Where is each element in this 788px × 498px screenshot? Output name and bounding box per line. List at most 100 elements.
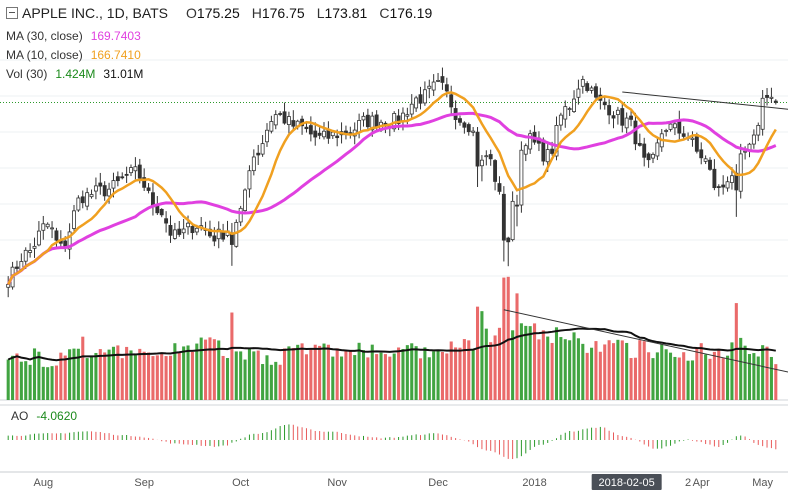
collapse-icon[interactable] [6,7,18,19]
candle-body [633,120,638,145]
volume-bar [28,364,32,400]
candle-body [497,183,502,192]
volume-bar [677,357,681,400]
candle [580,75,585,94]
candle-body [602,101,607,106]
candle-body [36,230,41,246]
candle-body [194,227,199,233]
candle [115,171,120,187]
volume-bar [383,354,387,400]
candle [326,121,331,144]
volume-bar [278,364,282,400]
volume-bar [708,358,712,400]
candle [164,211,169,233]
volume-bar [761,345,765,400]
candle-body [620,108,625,126]
candle-body [690,137,695,140]
volume-bar [506,276,510,400]
candle-body [462,122,467,128]
volume-bar [392,353,396,400]
volume-bar [655,352,659,400]
volume-bar [467,340,471,400]
candle [41,215,46,240]
volume-bar [344,350,348,400]
candle-body [186,222,190,228]
volume-pane [6,276,788,400]
candle [36,221,41,247]
candle-body [50,227,54,230]
candle-body [41,223,46,231]
candle [664,128,669,137]
volume-bar [221,355,225,400]
candle-body [45,223,50,228]
volume-bar [11,355,15,400]
candle [558,112,563,131]
candle-body [418,94,423,104]
candle [563,100,568,128]
candle [414,95,419,112]
candle [567,106,572,117]
candle [769,87,774,104]
candle-body [76,197,81,211]
candle [703,155,708,165]
ma10-legend: MA (10, close) 166.7410 [6,45,432,64]
candle-body [743,150,748,153]
x-tick-label: Nov [327,477,347,489]
candle-body [422,89,427,104]
volume-ma-line [7,327,776,362]
candle [427,79,432,99]
volume-bar [313,344,317,400]
candle-body [545,149,550,163]
candle-body [668,123,673,130]
volume-bar [585,352,589,400]
candle-body [365,114,370,128]
candle-body [510,200,515,241]
volume-bar [405,345,409,400]
volume-bar [147,352,151,400]
volume-bar [449,341,453,400]
candle [282,102,287,125]
volume-bar [550,342,554,400]
volume-bar [335,348,339,400]
ao-legend: AO -4.0620 [11,409,77,423]
candle-body [247,170,252,190]
volume-bar [668,352,673,400]
volume-bar [107,349,111,400]
volume-bar [489,342,493,400]
candle [515,194,519,227]
volume-bar [252,351,256,400]
time-axis: Aug Sep Oct Nov Dec 2018 2018-02-05 2 Apr May [33,474,774,490]
x-tick-label: 2018-02-05 [599,477,655,489]
volume-bar [269,364,273,400]
candle-body [611,115,616,119]
volume-bar [230,312,234,400]
x-tick-label: May [752,477,773,489]
candle-body [458,118,462,123]
volume-bar [475,306,480,400]
volume-bar [524,325,528,400]
candle [615,106,620,125]
candle [532,125,537,145]
x-tick-label: Sep [134,477,154,489]
volume-bar [340,356,344,400]
volume-bar [546,336,550,400]
candle-body [716,186,721,188]
volume-bar [296,344,300,400]
candle-body [313,130,318,138]
candle [159,208,164,218]
x-tick-label: 2018 [522,477,546,489]
volume-bar [379,352,383,400]
volume-bar [414,346,418,400]
volume-bar [559,337,563,400]
candle-body [361,115,366,121]
volume-legend: Vol (30) 1.424M 31.01M [6,64,432,83]
volume-bar [717,348,721,400]
ma30-value: 169.7403 [90,28,141,43]
volume-bar [234,351,238,400]
candle [773,99,778,105]
chart-legend: APPLE INC., 1D, BATS O 175.25 H 176.75 L… [6,0,432,83]
candle-body [431,81,436,91]
volume-bar [699,343,703,400]
